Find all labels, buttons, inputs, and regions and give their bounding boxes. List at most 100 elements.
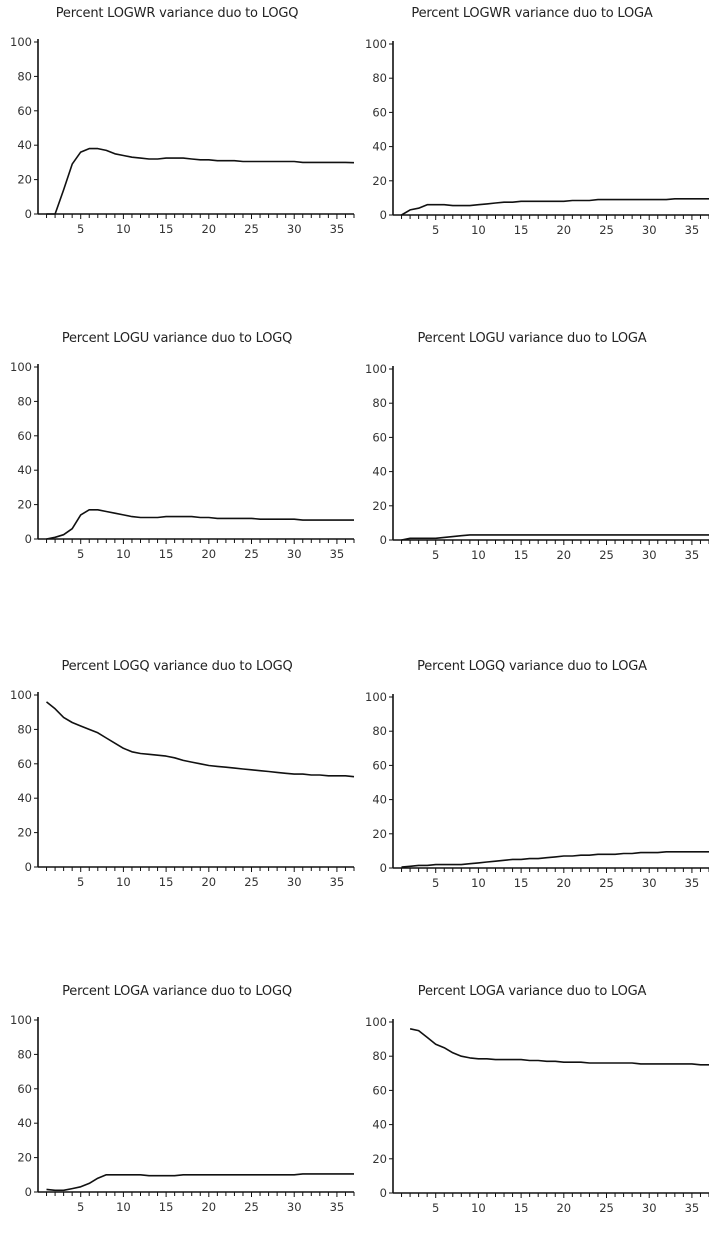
y-tick-label: 100 [10,35,32,49]
y-tick-label: 100 [10,360,32,374]
x-tick-label: 10 [116,1200,131,1214]
y-tick-label: 40 [17,138,32,152]
x-tick-label: 35 [330,222,345,236]
y-tick-label: 40 [372,140,387,154]
y-tick-label: 0 [25,532,32,546]
x-tick-label: 20 [556,1201,571,1215]
x-tick-label: 25 [599,223,614,237]
y-tick-label: 40 [17,1116,32,1130]
x-tick-label: 15 [159,222,174,236]
y-tick-label: 0 [25,860,32,874]
y-tick-label: 20 [372,827,387,841]
x-tick-label: 15 [514,876,529,890]
x-tick-label: 35 [685,223,700,237]
x-tick-label: 30 [642,1201,657,1215]
y-tick-label: 80 [17,722,32,736]
x-tick-label: 20 [201,547,216,561]
x-tick-label: 10 [116,222,131,236]
x-tick-label: 5 [432,223,439,237]
x-tick-label: 5 [432,876,439,890]
x-tick-label: 20 [201,222,216,236]
y-tick-label: 100 [365,1015,387,1029]
series-line [47,510,355,539]
x-tick-label: 30 [287,875,302,889]
x-tick-label: 15 [514,1201,529,1215]
y-tick-label: 40 [17,791,32,805]
y-tick-label: 0 [380,861,387,875]
y-tick-label: 20 [372,1152,387,1166]
x-tick-label: 30 [642,876,657,890]
y-tick-label: 60 [372,758,387,772]
x-tick-label: 25 [244,222,259,236]
x-tick-label: 35 [685,548,700,562]
y-tick-label: 20 [372,499,387,513]
y-tick-label: 60 [17,757,32,771]
y-tick-label: 60 [372,1083,387,1097]
y-tick-label: 0 [25,1185,32,1199]
y-tick-label: 20 [17,826,32,840]
y-tick-label: 100 [365,362,387,376]
x-tick-label: 30 [287,547,302,561]
y-tick-label: 60 [17,104,32,118]
x-tick-label: 20 [556,548,571,562]
x-tick-label: 10 [471,223,486,237]
x-tick-label: 30 [642,548,657,562]
y-tick-label: 40 [372,465,387,479]
x-tick-label: 5 [432,548,439,562]
x-tick-label: 25 [599,1201,614,1215]
y-tick-label: 40 [372,793,387,807]
y-tick-label: 80 [17,1047,32,1061]
x-tick-label: 10 [116,875,131,889]
x-tick-label: 35 [330,1200,345,1214]
x-tick-label: 20 [556,223,571,237]
x-tick-label: 5 [77,547,84,561]
y-tick-label: 100 [10,688,32,702]
x-tick-label: 35 [685,1201,700,1215]
y-tick-label: 60 [372,105,387,119]
y-tick-label: 0 [380,208,387,222]
y-tick-label: 100 [365,37,387,51]
x-tick-label: 5 [432,1201,439,1215]
x-tick-label: 5 [77,222,84,236]
y-tick-label: 80 [17,394,32,408]
y-tick-label: 60 [17,429,32,443]
x-tick-label: 20 [201,875,216,889]
y-tick-label: 20 [17,498,32,512]
x-tick-label: 15 [159,1200,174,1214]
x-tick-label: 30 [287,222,302,236]
y-tick-label: 60 [372,430,387,444]
y-tick-label: 80 [372,396,387,410]
y-tick-label: 0 [380,1186,387,1200]
x-tick-label: 35 [330,547,345,561]
y-tick-label: 40 [17,463,32,477]
y-tick-label: 80 [372,71,387,85]
y-tick-label: 40 [372,1118,387,1132]
y-tick-label: 20 [17,1151,32,1165]
x-tick-label: 30 [642,223,657,237]
series-line [47,1174,355,1190]
x-tick-label: 20 [556,876,571,890]
series-line [410,1029,709,1065]
y-tick-label: 80 [372,724,387,738]
x-tick-label: 15 [514,548,529,562]
x-tick-label: 35 [685,876,700,890]
series-line [402,852,709,867]
x-tick-label: 15 [514,223,529,237]
x-tick-label: 25 [599,876,614,890]
x-tick-label: 35 [330,875,345,889]
